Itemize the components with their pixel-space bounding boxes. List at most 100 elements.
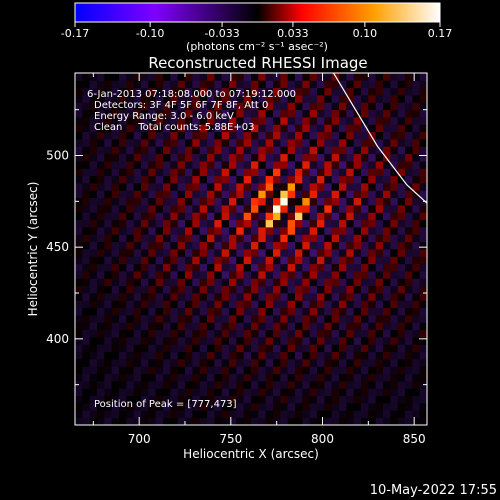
heatmap-cell	[75, 249, 83, 257]
heatmap-cell	[221, 197, 230, 206]
heatmap-cell	[287, 131, 296, 140]
heatmap-cell	[199, 359, 208, 367]
heatmap-cell	[155, 161, 164, 169]
heatmap-cell	[75, 212, 83, 221]
heatmap-cell	[236, 315, 245, 323]
heatmap-cell	[243, 80, 252, 89]
heatmap-cell	[258, 73, 267, 81]
heatmap-cell	[339, 161, 347, 169]
heatmap-cell	[207, 403, 215, 411]
heatmap-cell	[141, 139, 149, 147]
heatmap-cell	[192, 285, 201, 294]
heatmap-cell	[148, 249, 157, 257]
heatmap-cell	[339, 322, 347, 331]
heatmap-cell	[346, 139, 355, 147]
heatmap-cell	[163, 417, 171, 425]
heatmap-cell	[111, 175, 120, 184]
heatmap-cell	[265, 197, 274, 206]
heatmap-cell	[419, 146, 427, 155]
heatmap-cell	[236, 278, 245, 287]
heatmap-cell	[229, 168, 237, 177]
heatmap-cell	[412, 388, 421, 397]
heatmap-cell	[331, 95, 340, 103]
heatmap-cell	[405, 395, 413, 404]
heatmap-cell	[229, 73, 237, 81]
heatmap-cell	[339, 293, 347, 301]
heatmap-cell	[119, 73, 127, 81]
heatmap-cell	[185, 351, 193, 360]
heatmap-cell	[419, 95, 427, 103]
heatmap-cell	[287, 329, 296, 338]
heatmap-cell	[163, 227, 171, 235]
heatmap-cell	[324, 168, 333, 177]
heatmap-cell	[199, 417, 208, 425]
heatmap-cell	[126, 285, 135, 294]
heatmap-cell	[331, 329, 340, 338]
heatmap-cell	[104, 263, 113, 272]
heatmap-cell	[317, 249, 325, 257]
heatmap-cell	[309, 337, 318, 345]
heatmap-cell	[104, 153, 113, 162]
heatmap-cell	[97, 381, 105, 389]
heatmap-cell	[273, 227, 281, 235]
heatmap-cell	[251, 109, 259, 118]
heatmap-cell	[265, 337, 274, 345]
heatmap-cell	[111, 322, 120, 331]
heatmap-cell	[419, 366, 427, 375]
heatmap-cell	[383, 278, 391, 287]
heatmap-cell	[339, 388, 347, 397]
heatmap-cell	[317, 366, 325, 375]
heatmap-cell	[119, 285, 127, 294]
heatmap-cell	[185, 315, 193, 323]
heatmap-cell	[302, 293, 311, 301]
heatmap-cell	[141, 293, 149, 301]
heatmap-cell	[346, 249, 355, 257]
heatmap-cell	[368, 359, 377, 367]
heatmap-cell	[82, 153, 91, 162]
heatmap-cell	[141, 190, 149, 199]
heatmap-cell	[383, 219, 391, 228]
heatmap-cell	[207, 256, 215, 265]
heatmap-cell	[126, 109, 135, 118]
heatmap-cell	[229, 381, 237, 389]
heatmap-cell	[287, 124, 296, 133]
heatmap-cell	[251, 197, 259, 206]
heatmap-cell	[368, 417, 377, 425]
heatmap-cell	[192, 102, 201, 111]
heatmap-cell	[170, 322, 179, 331]
heatmap-cell	[221, 271, 230, 279]
heatmap-cell	[75, 205, 83, 213]
heatmap-cell	[317, 109, 325, 118]
heatmap-cell	[331, 256, 340, 265]
heatmap-cell	[353, 307, 362, 316]
heatmap-cell	[339, 219, 347, 228]
heatmap-cell	[89, 293, 98, 301]
heatmap-cell	[397, 249, 406, 257]
heatmap-cell	[280, 117, 289, 125]
heatmap-cell	[383, 300, 391, 309]
heatmap-cell	[317, 263, 325, 272]
heatmap-cell	[287, 73, 296, 81]
heatmap-cell	[243, 73, 252, 81]
heatmap-cell	[302, 417, 311, 425]
heatmap-cell	[155, 183, 164, 191]
heatmap-cell	[111, 263, 120, 272]
heatmap-cell	[295, 87, 303, 96]
heatmap-cell	[419, 256, 427, 265]
heatmap-cell	[192, 205, 201, 213]
heatmap-cell	[192, 95, 201, 103]
heatmap-cell	[236, 403, 245, 411]
heatmap-cell	[419, 278, 427, 287]
heatmap-cell	[133, 212, 142, 221]
heatmap-cell	[236, 381, 245, 389]
heatmap-cell	[229, 366, 237, 375]
heatmap-cell	[229, 249, 237, 257]
heatmap-cell	[126, 212, 135, 221]
heatmap-cell	[280, 307, 289, 316]
heatmap-cell	[214, 322, 223, 331]
heatmap-cell	[273, 183, 281, 191]
heatmap-cell	[133, 146, 142, 155]
heatmap-cell	[273, 139, 281, 147]
heatmap-cell	[229, 227, 237, 235]
heatmap-cell	[89, 329, 98, 338]
